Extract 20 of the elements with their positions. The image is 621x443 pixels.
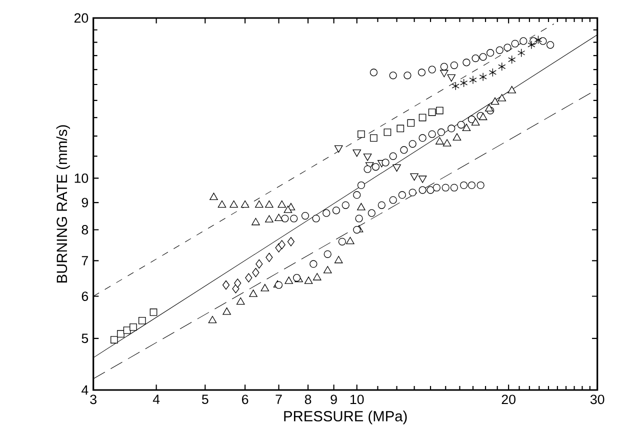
y-tick-label: 4 [82, 385, 88, 395]
x-tick-label: 30 [590, 394, 604, 404]
x-tick-label: 8 [304, 394, 312, 404]
y-tick-label: 9 [82, 198, 88, 208]
x-tick-label: 3 [90, 394, 96, 404]
x-tick-label: 7 [276, 394, 282, 404]
y-tick-label: 7 [82, 256, 88, 266]
x-tick-label: 10 [350, 394, 364, 404]
y-tick-label: 10 [74, 173, 88, 183]
y-axis-title: BURNING RATE (mm/s) [56, 125, 70, 282]
x-tick-label: 4 [152, 394, 160, 404]
x-axis-title: PRESSURE (MPa) [284, 410, 407, 424]
y-tick-label: 5 [82, 334, 88, 344]
x-tick-label: 6 [242, 394, 248, 404]
x-tick-label: 20 [502, 394, 516, 404]
x-tick-label: 5 [202, 394, 208, 404]
x-tick-label: 9 [330, 394, 337, 404]
y-tick-label: 8 [82, 225, 88, 234]
y-tick-label: 20 [74, 13, 88, 23]
y-tick-label: 6 [82, 292, 88, 301]
